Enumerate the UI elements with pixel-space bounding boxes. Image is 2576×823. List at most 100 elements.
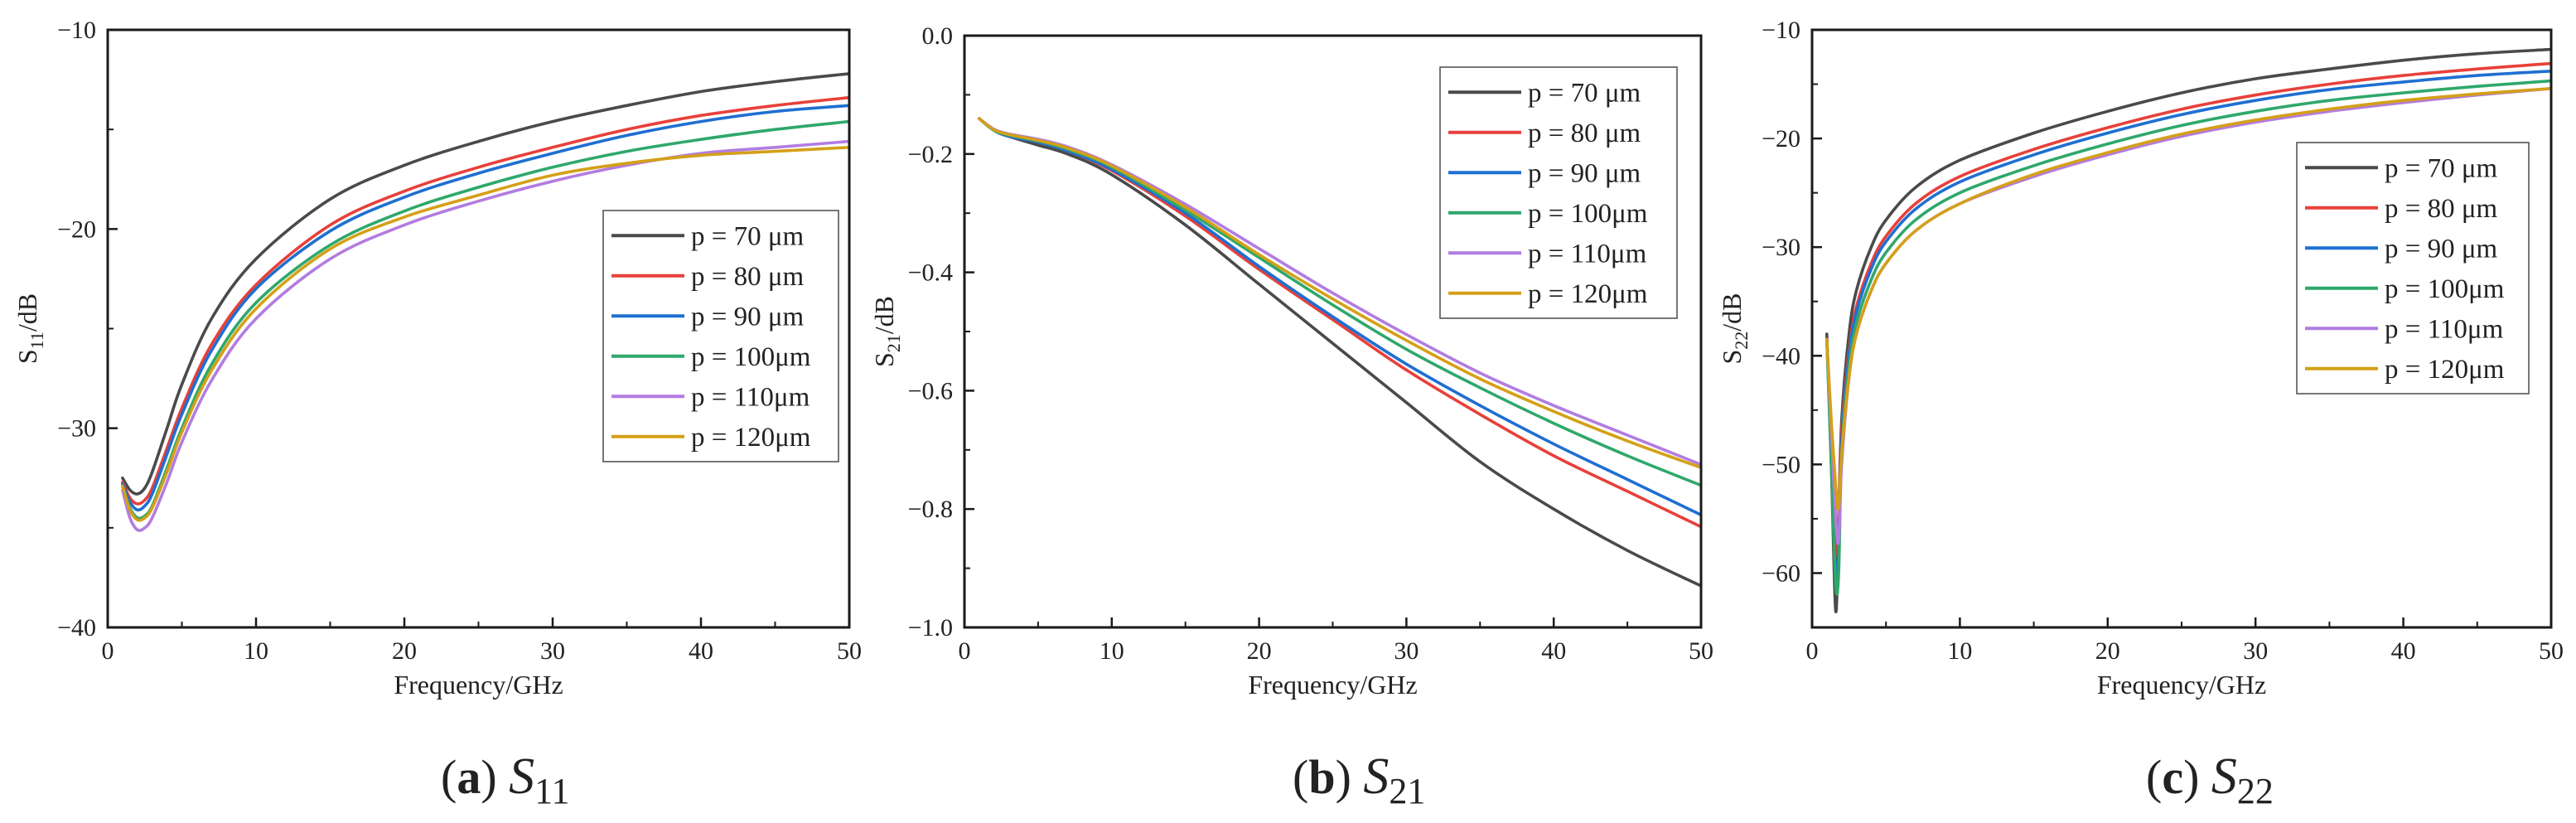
caption-close-paren: ) <box>2183 750 2211 804</box>
legend-label: p = 120μm <box>2385 355 2505 385</box>
legend-label: p = 80 μm <box>2385 194 2498 224</box>
y-axis-title-sub: 11 <box>27 332 47 349</box>
x-tick-label: 40 <box>1541 637 1566 665</box>
caption-symbol: S <box>509 748 534 805</box>
legend: p = 70 μm p = 80 μm p = 90 μm p = 100μm p = … <box>2296 142 2530 395</box>
y-axis-title-unit: /dB <box>12 293 42 332</box>
y-axis-title: S11/dB <box>12 293 47 364</box>
legend-label: p = 110μm <box>2385 314 2504 344</box>
y-tick-label: −0.2 <box>908 141 953 168</box>
y-tick-label: −10 <box>57 17 96 44</box>
caption-symbol: S <box>1363 748 1389 805</box>
x-tick-label: 30 <box>2243 637 2268 665</box>
x-tick-label: 50 <box>1689 637 1713 665</box>
legend-box <box>602 210 839 462</box>
series-line-a-0 <box>121 72 849 496</box>
caption-subscript: 22 <box>2237 771 2274 811</box>
series-lines <box>121 72 849 532</box>
panel-c: 0 10 20 30 40 50 −60 −50 −40 −30 −20 −10 Frequency/G… <box>1717 17 2564 811</box>
x-tick-label: 40 <box>689 637 713 665</box>
legend-label: p = 70 μm <box>2385 153 2498 183</box>
series-line-c-5 <box>1825 87 2551 511</box>
y-axis-title-unit: /dB <box>869 296 899 334</box>
series-line-c-3 <box>1825 79 2551 596</box>
caption-subscript: 11 <box>534 771 569 811</box>
x-tick-label: 10 <box>1947 637 1972 665</box>
legend-label: p = 90 μm <box>2385 234 2498 264</box>
legend-label: p = 70 μm <box>1528 78 1641 108</box>
panel-b: 0 10 20 30 40 50 −1.0 −0.8 −0.6 −0.4 −0.2 0.0 Freque… <box>869 22 1713 811</box>
caption-close-paren: ) <box>481 750 509 804</box>
y-tick-label: −0.8 <box>908 496 953 523</box>
series-line-a-2 <box>121 104 849 512</box>
caption-letter: c <box>2162 750 2183 804</box>
x-tick-label: 0 <box>959 637 971 665</box>
y-tick-label: −60 <box>1762 559 1800 587</box>
panel-a: 0 10 20 30 40 50−40−30−20−10Frequency/GHzS11/… <box>12 17 862 811</box>
series-line-c-0 <box>1825 47 2551 613</box>
y-tick-label: 0.0 <box>922 22 954 50</box>
legend-label: p = 90 μm <box>1528 158 1641 188</box>
y-axis-title: S22/dB <box>1717 293 1752 364</box>
legend-label: p = 110μm <box>691 382 810 412</box>
legend: p = 70 μm p = 80 μm p = 90 μm p = 100μm p = … <box>1439 66 1678 319</box>
series-lines <box>1825 47 2551 613</box>
series-line-b-5 <box>978 117 1701 469</box>
legend-label: p = 120μm <box>1528 279 1648 309</box>
legend: p = 70 μm p = 80 μm p = 90 μm p = 100μm p = … <box>602 210 839 462</box>
legend-label: p = 120μm <box>691 423 811 453</box>
caption-letter: a <box>457 750 481 804</box>
y-tick-label: −0.6 <box>908 377 953 404</box>
series-line-a-1 <box>121 95 849 506</box>
caption-open-paren: ( <box>1293 750 1308 804</box>
x-tick-label: 30 <box>540 637 565 665</box>
x-tick-label: 10 <box>244 637 268 665</box>
x-tick-label: 0 <box>1806 637 1819 665</box>
panel-caption: (a) S11 <box>441 748 570 811</box>
series-lines <box>978 117 1701 588</box>
x-tick-label: 50 <box>837 637 862 665</box>
legend-label: p = 100μm <box>2385 274 2505 304</box>
caption-symbol: S <box>2211 748 2237 805</box>
x-tick-label: 20 <box>2095 637 2120 665</box>
x-tick-label: 20 <box>392 637 417 665</box>
legend-label: p = 90 μm <box>691 302 805 332</box>
y-tick-label: −10 <box>1762 17 1800 44</box>
y-tick-label: −0.4 <box>908 259 953 287</box>
series-line-a-5 <box>121 146 849 522</box>
caption-letter: b <box>1308 750 1335 804</box>
x-tick-label: 0 <box>102 637 114 665</box>
legend-label: p = 80 μm <box>1528 119 1641 148</box>
x-axis-title: Frequency/GHz <box>394 670 563 700</box>
y-axis-title-base: S <box>869 352 899 367</box>
y-axis-title-unit: /dB <box>1717 293 1747 331</box>
y-axis-title-sub: 21 <box>883 334 904 352</box>
y-tick-label: −1.0 <box>908 614 953 641</box>
x-tick-label: 40 <box>2391 637 2416 665</box>
caption-subscript: 21 <box>1389 771 1425 811</box>
y-axis-title-base: S <box>12 349 42 364</box>
x-tick-label: 30 <box>1394 637 1418 665</box>
panel-caption: (b) S21 <box>1293 748 1425 811</box>
y-tick-label: −30 <box>57 415 96 443</box>
legend-label: p = 100μm <box>1528 199 1648 229</box>
y-axis-title-sub: 22 <box>1731 332 1752 350</box>
x-tick-label: 10 <box>1100 637 1124 665</box>
y-tick-label: −40 <box>1762 342 1800 370</box>
legend-label: p = 110μm <box>1528 239 1647 269</box>
y-tick-label: −50 <box>1762 451 1800 478</box>
series-line-b-0 <box>978 117 1701 588</box>
panel-caption: (c) S22 <box>2146 748 2274 811</box>
caption-close-paren: ) <box>1336 750 1364 804</box>
legend-label: p = 80 μm <box>691 262 805 292</box>
x-tick-label: 20 <box>1247 637 1272 665</box>
x-axis-title: Frequency/GHz <box>1248 670 1417 700</box>
series-line-a-3 <box>121 119 849 520</box>
x-tick-label: 50 <box>2539 637 2564 665</box>
x-axis-title: Frequency/GHz <box>2097 670 2266 700</box>
y-axis-title-base: S <box>1717 350 1747 365</box>
y-tick-label: −40 <box>57 614 96 641</box>
y-axis-title: S21/dB <box>869 296 904 367</box>
caption-open-paren: ( <box>441 750 457 804</box>
